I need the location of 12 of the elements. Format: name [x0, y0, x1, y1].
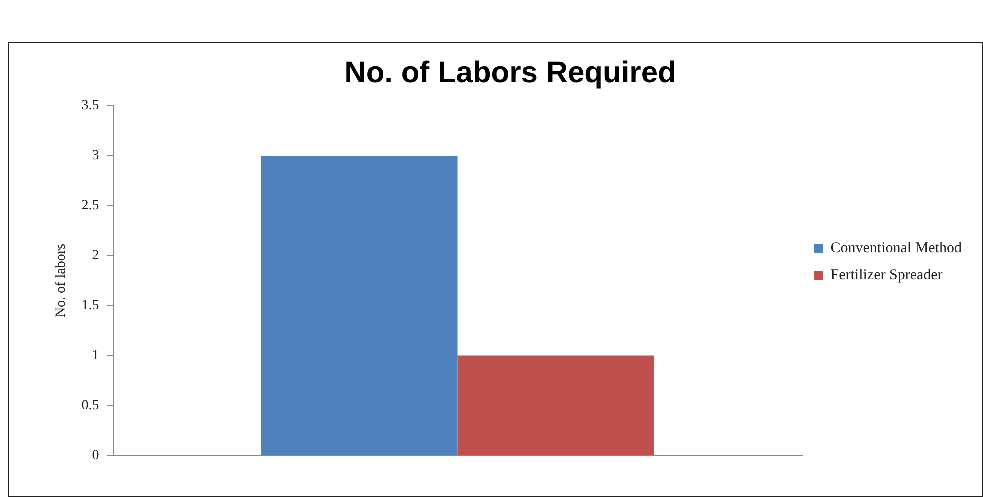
- y-tick-label: 2.5: [82, 198, 100, 214]
- y-tick-label: 1: [92, 348, 100, 364]
- y-tick-label: 2: [92, 248, 100, 264]
- chart-title: No. of Labors Required: [344, 56, 676, 90]
- y-tick-label: 1.5: [82, 298, 100, 314]
- y-tick-label: 3: [92, 148, 100, 164]
- y-tick-label: 0.5: [82, 398, 100, 414]
- y-tick-label: 0: [92, 448, 100, 464]
- legend-label: Conventional Method: [830, 240, 962, 256]
- legend-label: Fertilizer Spreader: [830, 267, 943, 284]
- y-tick-label: 3.5: [82, 98, 100, 114]
- y-axis-title: No. of labors: [54, 244, 70, 318]
